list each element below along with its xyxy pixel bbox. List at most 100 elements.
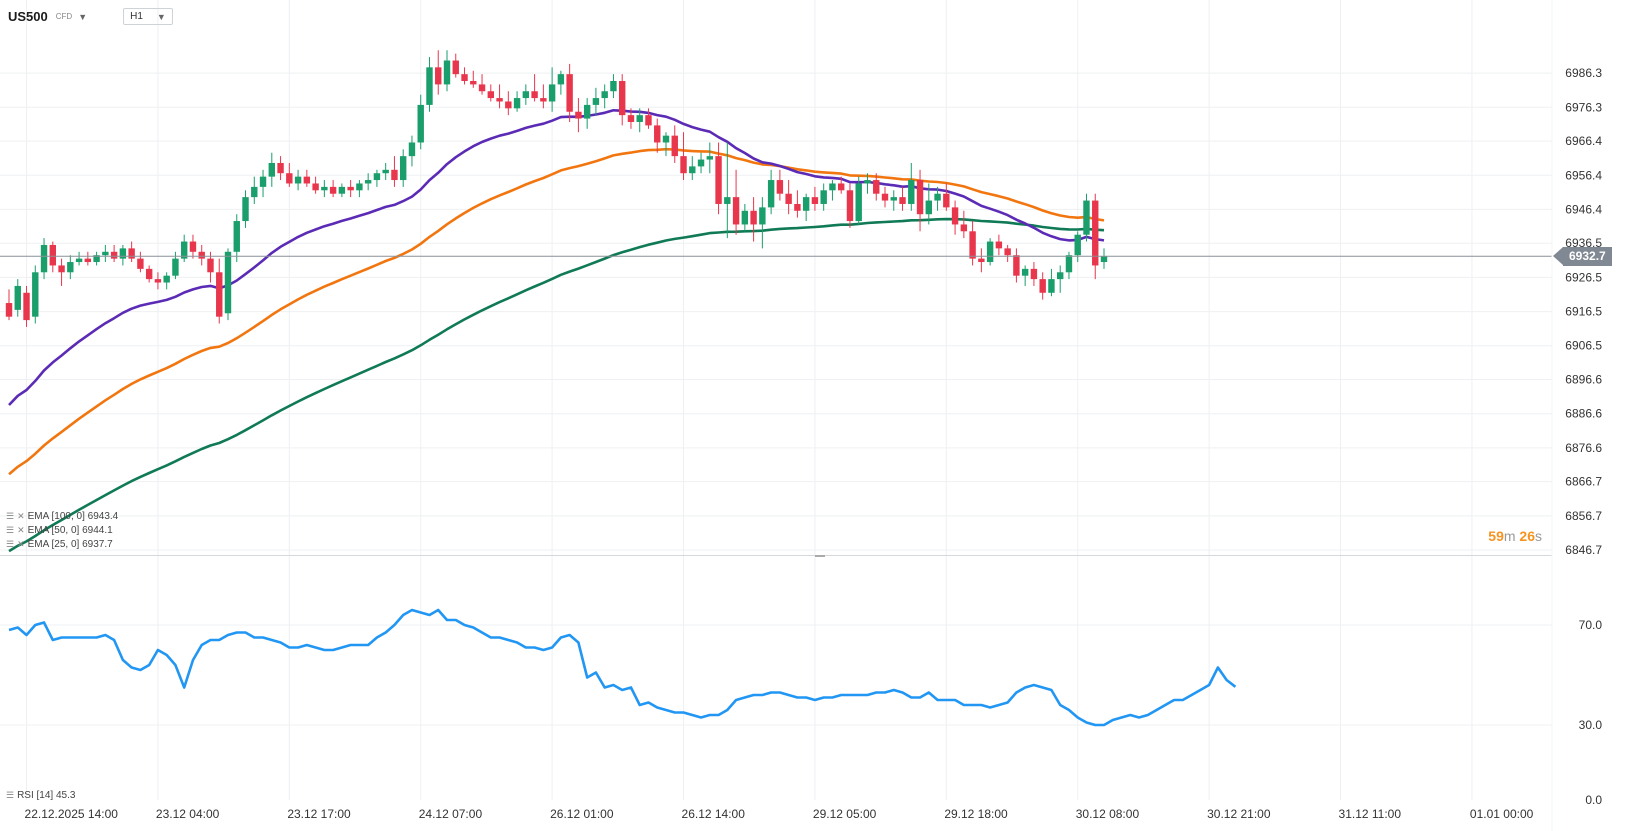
candle-body: [671, 135, 678, 157]
candle-body: [1100, 256, 1108, 263]
candle-body: [794, 203, 801, 211]
legend-ema25[interactable]: ☰ ✕ EMA [25, 0] 6937.7: [6, 539, 113, 550]
close-icon[interactable]: ✕: [17, 511, 25, 521]
ema25-line: [8, 109, 1105, 406]
timer-minutes: 59: [1488, 528, 1504, 544]
candle-body: [1065, 255, 1073, 273]
settings-icon[interactable]: ☰: [6, 511, 15, 521]
symbol-dropdown-icon[interactable]: ▼: [78, 11, 88, 22]
candle-body: [969, 231, 976, 259]
close-icon[interactable]: ✕: [17, 525, 25, 535]
candle-body: [619, 80, 626, 116]
candle-body: [978, 258, 985, 263]
candle-body: [785, 193, 792, 204]
candle-body: [1074, 234, 1081, 256]
candle-body: [1013, 255, 1020, 276]
candle-body: [373, 173, 381, 181]
x-tick-label: 30.12 21:00: [1207, 807, 1271, 821]
x-tick-label: 29.12 18:00: [944, 807, 1008, 821]
legend-ema100-label: EMA [100, 0] 6943.4: [27, 511, 119, 522]
candle-body: [592, 98, 600, 105]
close-icon[interactable]: ✕: [17, 539, 25, 549]
instrument-type: CFD: [55, 12, 73, 21]
y-tick-label: 6876.6: [1565, 441, 1602, 455]
candle-body: [128, 248, 135, 259]
candle-body: [732, 197, 740, 225]
legend-rsi[interactable]: ☰ RSI [14] 45.3: [6, 790, 75, 801]
candle-body: [487, 91, 494, 99]
candle-body: [1004, 248, 1011, 256]
settings-icon[interactable]: ☰: [6, 525, 15, 535]
candle-body: [400, 156, 407, 181]
candle-body: [645, 115, 652, 126]
candle-body: [1039, 279, 1046, 293]
candle-body: [163, 275, 170, 283]
candle-body: [32, 272, 39, 317]
settings-icon[interactable]: ☰: [6, 790, 15, 800]
candle-body: [417, 104, 424, 143]
candle-body: [750, 210, 757, 225]
candle-body: [181, 241, 188, 259]
candle-body: [286, 173, 293, 184]
candle-body: [680, 156, 687, 174]
candle-body: [610, 80, 617, 92]
candle-body: [575, 111, 582, 119]
candle-body: [443, 60, 451, 85]
legend-rsi-label: RSI [14] 45.3: [17, 790, 76, 801]
timeframe-label: H1: [130, 11, 143, 22]
candle-body: [1021, 268, 1029, 276]
candle-body: [566, 74, 573, 112]
candle-body: [881, 193, 889, 201]
candle-body: [995, 241, 1003, 249]
legend-ema100[interactable]: ☰ ✕ EMA [100, 0] 6943.4: [6, 511, 118, 522]
candle-body: [294, 176, 302, 184]
timer-minutes-unit: m: [1503, 528, 1516, 544]
candle-body: [496, 98, 503, 102]
candle-body: [242, 197, 249, 222]
candle-body: [259, 176, 267, 187]
candle-body: [811, 197, 819, 204]
candle-body: [960, 224, 968, 232]
candle-body: [338, 186, 346, 194]
candle-body: [23, 292, 30, 321]
y-tick-label: 6866.7: [1565, 475, 1602, 489]
candle-body: [58, 265, 65, 273]
y-tick-label: 6936.5: [1565, 236, 1602, 250]
rsi-line: [8, 608, 1237, 727]
settings-icon[interactable]: ☰: [6, 539, 15, 549]
candle-body: [67, 262, 74, 273]
candle-body: [391, 169, 398, 181]
candle-body: [145, 268, 153, 280]
x-tick-label: 01.01 00:00: [1470, 807, 1534, 821]
pane-resize-handle[interactable]: [815, 555, 825, 557]
candle-body: [154, 279, 162, 283]
candle-body: [137, 258, 144, 269]
candle-body: [925, 200, 932, 215]
candle-body: [312, 183, 319, 191]
timer-seconds-unit: s: [1535, 528, 1542, 544]
y-tick-label: 6886.6: [1565, 407, 1602, 421]
candle-body: [627, 115, 635, 122]
candle-body: [1057, 272, 1064, 280]
candle-body: [540, 98, 547, 102]
y-tick-label: 6946.4: [1565, 202, 1602, 216]
y-tick-label: 6956.4: [1565, 168, 1602, 182]
candle-body: [662, 135, 670, 143]
candle-body: [864, 180, 871, 184]
candle-body: [470, 80, 477, 85]
y-tick-label: 6906.5: [1565, 339, 1602, 353]
legend-ema50[interactable]: ☰ ✕ EMA [50, 0] 6944.1: [6, 525, 113, 536]
x-tick-label: 29.12 05:00: [813, 807, 877, 821]
symbol-name[interactable]: US500: [8, 9, 48, 24]
candle-body: [364, 180, 372, 184]
candle-body: [1030, 268, 1038, 280]
candle-body: [49, 244, 56, 266]
candle-body: [706, 156, 713, 160]
candle-body: [382, 169, 389, 174]
candle-body: [522, 91, 530, 99]
candle-body: [829, 183, 836, 191]
candle-body: [233, 221, 240, 252]
timeframe-select[interactable]: H1 ▼: [123, 8, 173, 25]
candle-body: [207, 258, 214, 273]
